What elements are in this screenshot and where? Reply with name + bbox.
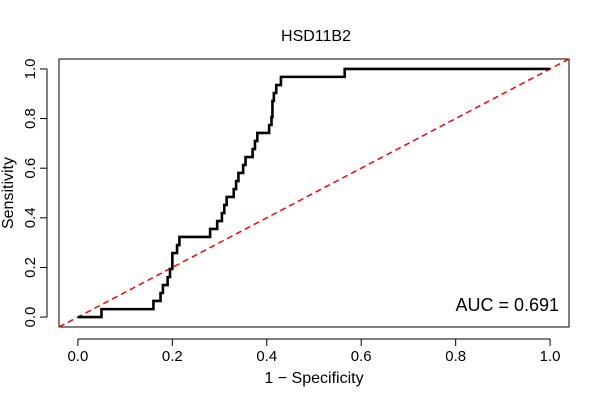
x-tick-label: 0.0 xyxy=(67,348,88,365)
y-tick-label: 0.2 xyxy=(22,257,39,278)
x-tick-label: 0.6 xyxy=(351,348,372,365)
reference-diagonal-line xyxy=(58,58,570,328)
plot-frame xyxy=(58,58,570,328)
roc-curve-line xyxy=(77,67,551,319)
plot-area: 0.0 0.2 0.4 0.6 0.8 1.0 0.0 0.2 0.4 0.6 0.8 1.0 xyxy=(22,58,570,365)
x-tick-label: 0.2 xyxy=(162,348,183,365)
y-tick-label: 0.0 xyxy=(22,307,39,328)
y-tick-label: 0.4 xyxy=(22,207,39,228)
y-tick-label: 0.6 xyxy=(22,158,39,179)
x-tick-label: 0.4 xyxy=(256,348,277,365)
y-tick-label: 0.8 xyxy=(22,108,39,129)
y-tick-label: 1.0 xyxy=(22,58,39,79)
y-axis-label: Sensitivity xyxy=(0,157,17,229)
chart-title: HSD11B2 xyxy=(281,28,351,45)
x-tick-label: 1.0 xyxy=(540,348,561,365)
auc-annotation: AUC = 0.691 xyxy=(455,295,559,315)
x-axis-label: 1 − Specificity xyxy=(264,370,363,387)
x-tick-label: 0.8 xyxy=(445,348,466,365)
